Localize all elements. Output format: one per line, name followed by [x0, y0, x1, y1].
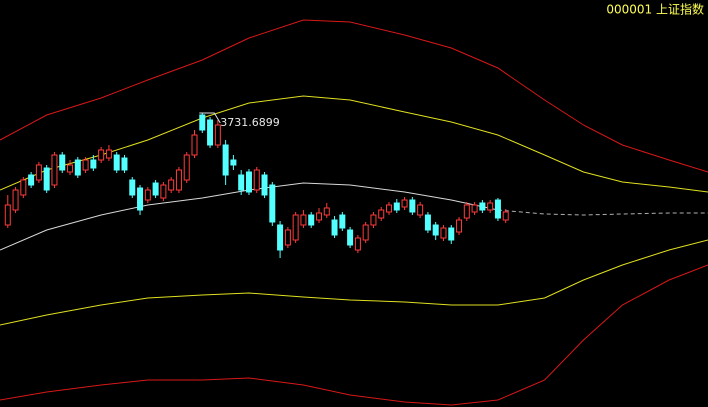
candle-body [308, 214, 315, 226]
candle-body [230, 159, 237, 166]
candle-body [20, 179, 27, 196]
candle-body [494, 199, 501, 219]
candle-body [90, 159, 97, 169]
candle-body [347, 229, 354, 246]
candle-body [315, 212, 322, 221]
candle-body [354, 237, 361, 251]
candle-body [253, 169, 260, 191]
candle-body [448, 227, 455, 241]
candle-body [370, 214, 377, 226]
candle-body [502, 211, 509, 221]
candle-body [35, 164, 42, 181]
band-line [0, 95, 708, 193]
candle-body [191, 134, 198, 156]
candle-body [261, 174, 268, 196]
candle-body [238, 174, 245, 191]
candle-body [463, 204, 470, 219]
candle-body [331, 219, 338, 236]
candle-body [12, 189, 19, 211]
candle-body [432, 224, 439, 236]
candle-body [214, 124, 221, 146]
candle-body [207, 119, 214, 146]
candle-body [160, 184, 167, 199]
band-line [0, 239, 708, 326]
candle-body [277, 224, 284, 251]
band-line [497, 209, 708, 216]
candle-body [152, 182, 159, 196]
candle-body [378, 209, 385, 219]
candle-body [323, 207, 330, 216]
chart-title: 000001 上证指数 [606, 2, 704, 17]
band-line [0, 19, 708, 173]
candle-body [479, 202, 486, 211]
candle-body [183, 154, 190, 181]
candle-body [456, 219, 463, 233]
candle-body [487, 202, 494, 211]
candle-body [113, 154, 120, 171]
candle-body [284, 229, 291, 246]
candle-body [199, 114, 206, 131]
candle-body [168, 179, 175, 191]
candle-body [4, 204, 11, 226]
candle-body [222, 144, 229, 176]
candle-body [401, 199, 408, 208]
candle-body [144, 189, 151, 201]
band-line [0, 264, 708, 406]
candle-body [300, 214, 307, 226]
candle-body [67, 164, 74, 173]
annotation-label: 3731.6899 [220, 116, 279, 129]
candle-body [74, 159, 81, 176]
candle-body [121, 157, 128, 171]
candle-body [82, 159, 89, 171]
candle-body [339, 214, 346, 229]
candle-body [245, 171, 252, 193]
candle-body [440, 227, 447, 239]
candle-body [137, 187, 144, 211]
candle-body [424, 214, 431, 231]
annotation-leader [199, 112, 221, 124]
candle-body [51, 154, 58, 186]
candle-body [409, 199, 416, 213]
candle-body [292, 214, 299, 241]
candle-body [269, 184, 276, 223]
candle-body [417, 204, 424, 216]
candle-body [393, 202, 400, 211]
candle-body [129, 179, 136, 196]
candle-body [105, 149, 112, 159]
candle-body [43, 167, 50, 191]
candle-body [175, 169, 182, 191]
candle-body [59, 154, 66, 171]
candle-body [362, 224, 369, 241]
candle-body [98, 149, 105, 161]
candle-body [471, 204, 478, 213]
candle-body [386, 204, 393, 213]
candle-body [28, 174, 35, 186]
